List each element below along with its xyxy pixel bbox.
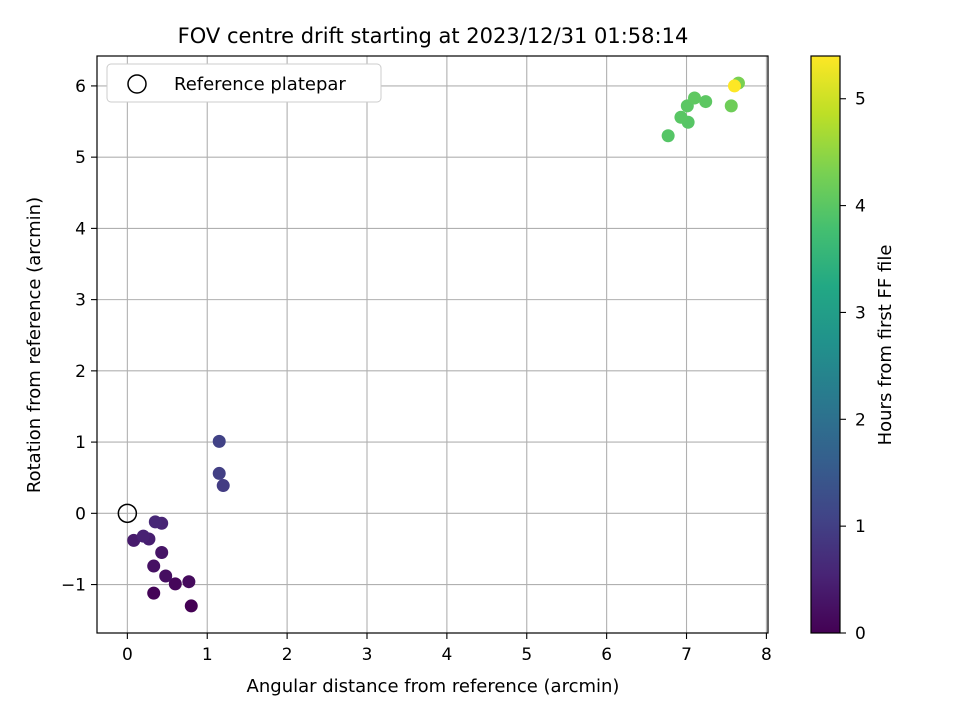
x-tick-label: 2	[282, 645, 293, 665]
data-point	[724, 99, 738, 113]
x-tick-label: 1	[202, 645, 213, 665]
data-point	[216, 479, 230, 493]
chart-title: FOV centre drift starting at 2023/12/31 …	[178, 24, 689, 48]
data-point	[212, 434, 226, 448]
data-point	[699, 95, 713, 109]
y-tick-label: 5	[75, 148, 86, 168]
y-tick-label: 6	[75, 77, 86, 97]
data-point	[661, 129, 675, 143]
colorbar-label: Hours from first FF file	[875, 245, 896, 446]
colorbar	[810, 55, 841, 634]
y-tick-label: 1	[75, 433, 86, 453]
x-tick-label: 8	[761, 645, 772, 665]
y-axis-ticks: −1 0 1 2 3 4 5 6	[61, 77, 97, 596]
data-point	[155, 546, 169, 560]
x-tick-label: 6	[601, 645, 612, 665]
legend-label: Reference platepar	[174, 74, 346, 95]
data-point	[147, 559, 161, 573]
colorbar-tick-label: 3	[855, 303, 866, 323]
colorbar-tick-label: 4	[855, 197, 866, 217]
colorbar-tick-label: 2	[855, 410, 866, 430]
legend: Reference platepar	[106, 63, 382, 103]
y-tick-label: 4	[75, 219, 86, 239]
y-axis-label: Rotation from reference (arcmin)	[24, 197, 45, 493]
grid-lines	[97, 56, 768, 633]
data-point	[147, 586, 161, 600]
data-point	[168, 577, 182, 591]
legend-frame	[106, 63, 382, 103]
x-tick-label: 5	[521, 645, 532, 665]
reference-platepar-marker	[117, 503, 138, 524]
data-point	[212, 466, 226, 480]
colorbar-tick-label: 5	[855, 90, 866, 110]
y-tick-label: 0	[75, 504, 86, 524]
colorbar-tick-label: 0	[855, 624, 866, 644]
colorbar-tick-label: 1	[855, 517, 866, 537]
colorbar-ticks: 0 1 2 3 4 5	[840, 90, 866, 644]
x-tick-label: 4	[441, 645, 452, 665]
data-point	[136, 529, 150, 543]
data-point	[182, 575, 196, 589]
plot-area	[97, 56, 768, 633]
data-point	[148, 515, 162, 529]
legend-marker	[127, 74, 147, 94]
data-point	[159, 569, 173, 583]
data-point	[688, 91, 702, 105]
y-tick-label: 3	[75, 291, 86, 311]
data-point	[184, 599, 198, 613]
data-point	[727, 79, 741, 93]
x-tick-label: 3	[362, 645, 373, 665]
x-tick-label: 0	[122, 645, 133, 665]
x-tick-label: 7	[681, 645, 692, 665]
y-tick-label: 2	[75, 362, 86, 382]
plot-frame	[96, 55, 769, 634]
scatter-points	[127, 76, 745, 613]
x-axis-ticks: 0 1 2 3 4 5 6 7 8	[122, 633, 772, 665]
data-point	[674, 110, 688, 124]
x-axis-label: Angular distance from reference (arcmin)	[247, 676, 620, 697]
y-tick-label: −1	[61, 576, 86, 596]
